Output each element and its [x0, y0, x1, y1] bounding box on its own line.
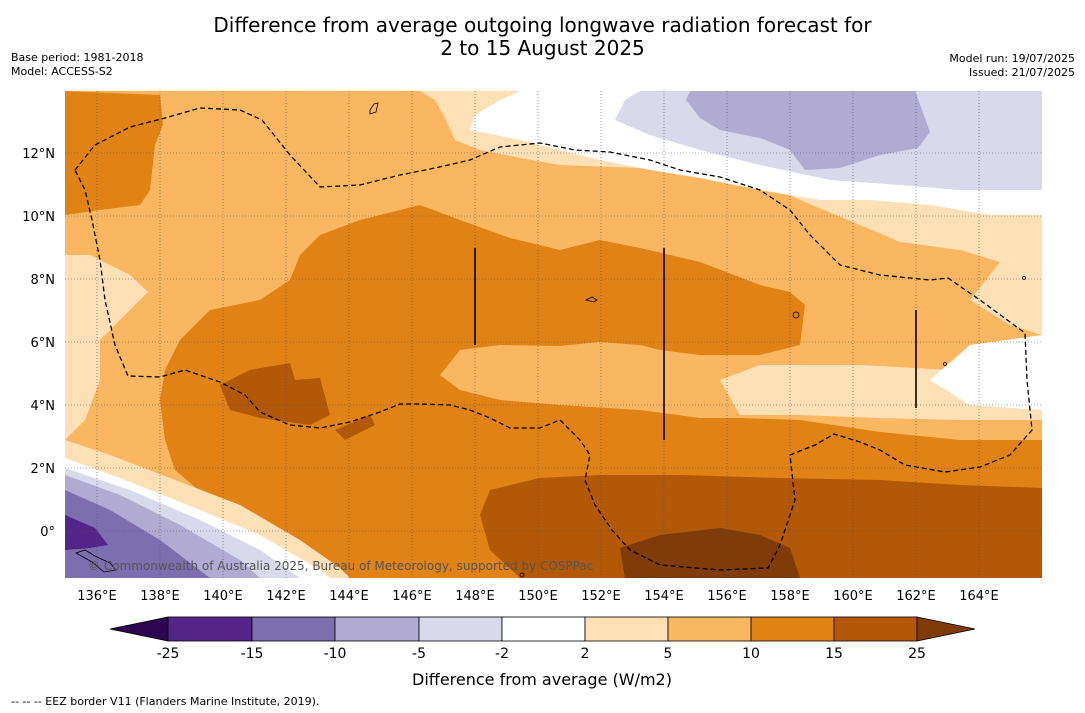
- issued-date: Issued: 21/07/2025: [968, 66, 1075, 79]
- colorbar-segment-5: [501, 616, 586, 642]
- meta-left: Base period: 1981-2018 Model: ACCESS-S2: [11, 51, 143, 79]
- colorbar-tick-10: 10: [742, 646, 760, 662]
- colorbar-tick-neg10: -10: [324, 646, 347, 662]
- colorbar-tick-15: 15: [825, 646, 843, 662]
- lon-label-136e: 136°E: [77, 589, 117, 604]
- lon-label-158e: 158°E: [770, 589, 810, 604]
- band-2-5-southeast: [970, 262, 1042, 335]
- colorbar-tick-neg15: -15: [241, 646, 264, 662]
- lat-labels: 12°N 10°N 8°N 6°N 4°N 2°N 0°: [22, 147, 55, 540]
- colorbar-segment-8: [750, 616, 835, 642]
- eez-border: [74, 107, 1033, 571]
- lat-label-8n: 8°N: [31, 273, 56, 288]
- colorbar: [109, 616, 976, 642]
- colorbar-tick-neg2: -2: [495, 646, 509, 662]
- base-period: Base period: 1981-2018: [11, 51, 144, 64]
- copyright-text: © Commonwealth of Australia 2025, Bureau…: [88, 559, 593, 573]
- lon-label-142e: 142°E: [266, 589, 306, 604]
- colorbar-tick-25: 25: [908, 646, 926, 662]
- model-run: Model run: 19/07/2025: [949, 52, 1075, 65]
- band-neutral-east: [930, 335, 1042, 410]
- lat-label-6n: 6°N: [31, 336, 56, 351]
- colorbar-segment-7: [667, 616, 752, 642]
- boundary-lines: [474, 248, 917, 440]
- map-title: Difference from average outgoing longwav…: [0, 14, 1085, 60]
- lon-label-162e: 162°E: [896, 589, 936, 604]
- lon-label-138e: 138°E: [140, 589, 180, 604]
- colorbar-tick-neg25: -25: [157, 646, 180, 662]
- band-10-15: [65, 91, 1042, 578]
- colorbar-tick-5: 5: [664, 646, 673, 662]
- anomaly-map: [65, 91, 1042, 578]
- lon-label-140e: 140°E: [203, 589, 243, 604]
- lon-label-148e: 148°E: [455, 589, 495, 604]
- colorbar-title: Difference from average (W/m2): [412, 670, 672, 689]
- lat-label-4n: 4°N: [31, 399, 56, 414]
- colorbar-extend-high: [916, 616, 976, 642]
- colorbar-extend-low: [109, 616, 169, 642]
- colorbar-segment-4: [418, 616, 503, 642]
- lon-label-156e: 156°E: [707, 589, 747, 604]
- colorbar-segment-2: [251, 616, 336, 642]
- islands: [75, 102, 1026, 578]
- lon-labels: 136°E 138°E 140°E 142°E 144°E 146°E 148°…: [77, 589, 999, 604]
- colorbar-ticks: -25 -15 -10 -5 -2 2 5 10 15 25: [157, 646, 926, 662]
- lon-label-154e: 154°E: [644, 589, 684, 604]
- footer-note: -- -- -- EEZ border V11 (Flanders Marine…: [11, 695, 320, 708]
- lat-label-12n: 12°N: [22, 147, 55, 162]
- lat-label-10n: 10°N: [22, 210, 55, 225]
- model-name: Model: ACCESS-S2: [11, 65, 113, 78]
- lon-label-152e: 152°E: [581, 589, 621, 604]
- lat-label-0: 0°: [40, 525, 55, 540]
- band-neg10-neg15-southwest: [65, 490, 210, 578]
- colorbar-tick-2: 2: [581, 646, 590, 662]
- lon-label-164e: 164°E: [959, 589, 999, 604]
- colorbar-segment-6: [584, 616, 669, 642]
- title-line-1: Difference from average outgoing longwav…: [213, 13, 872, 37]
- colorbar-segment-1: [167, 616, 253, 642]
- lon-label-160e: 160°E: [833, 589, 873, 604]
- lon-label-150e: 150°E: [518, 589, 558, 604]
- band-neg5-neg10-north: [686, 91, 930, 170]
- colorbar-tick-neg5: -5: [412, 646, 426, 662]
- band-15-25: [220, 363, 1042, 578]
- lon-label-144e: 144°E: [329, 589, 369, 604]
- colorbar-segment-9: [833, 616, 918, 642]
- meta-right: Model run: 19/07/2025 Issued: 21/07/2025: [949, 52, 1075, 80]
- lon-label-146e: 146°E: [392, 589, 432, 604]
- title-line-2: 2 to 15 August 2025: [440, 36, 645, 60]
- lat-label-2n: 2°N: [31, 462, 56, 477]
- colorbar-segment-3: [334, 616, 420, 642]
- band-2-5-west: [65, 255, 148, 440]
